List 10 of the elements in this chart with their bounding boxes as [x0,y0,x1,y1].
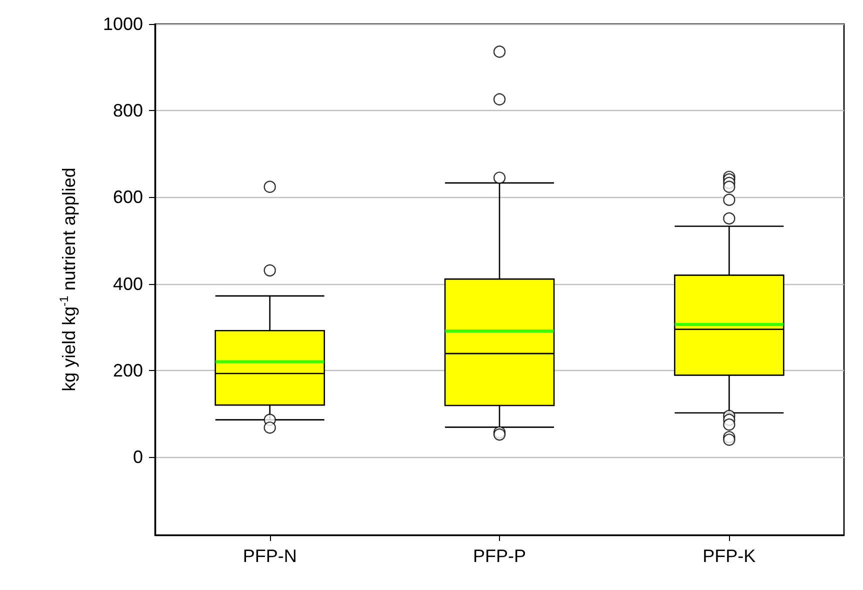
y-tick-label: 800 [112,100,143,121]
x-tick-label: PFP-K [702,546,756,566]
x-tick-label: PFP-P [472,546,526,566]
x-tick-label: PFP-N [242,546,297,566]
y-tick-label: 600 [112,187,143,208]
y-tick-label: 0 [132,447,143,468]
y-axis-title: kg yield kg-1 nutrient applied [57,168,79,392]
y-tick-label: 200 [112,360,143,380]
y-tick-label: 1000 [102,14,143,34]
y-tick-label: 400 [112,274,143,294]
